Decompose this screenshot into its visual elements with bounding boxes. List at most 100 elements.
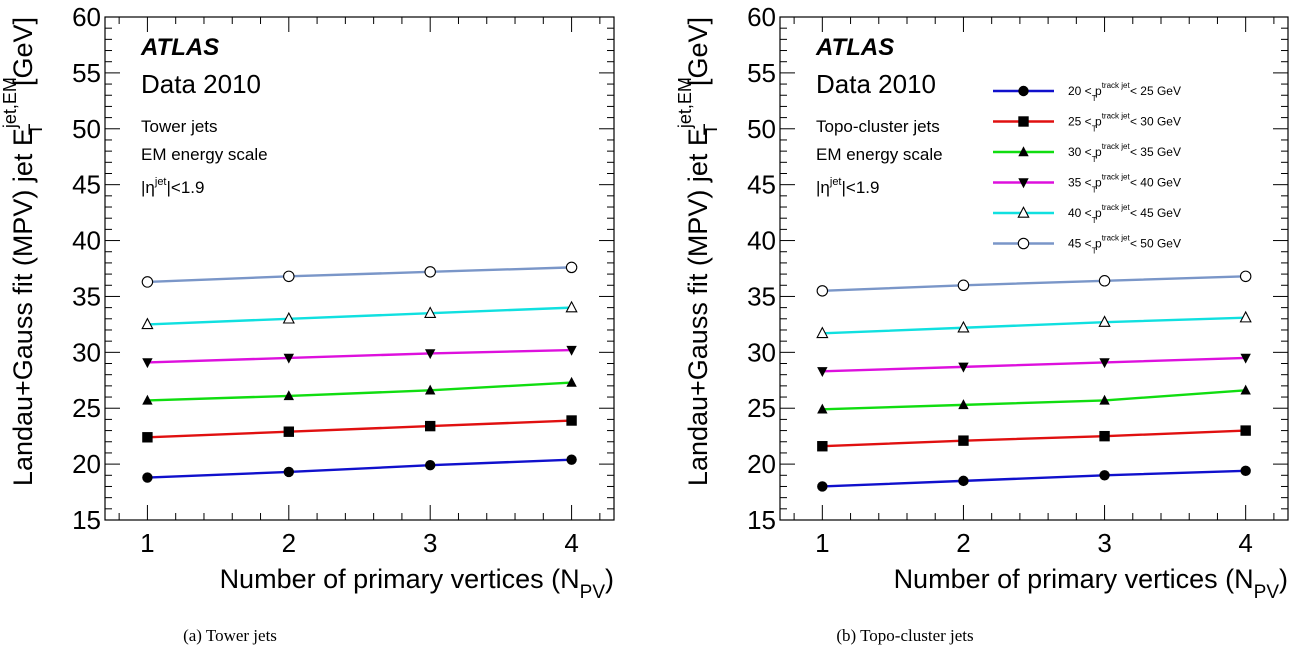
data-point — [817, 367, 828, 378]
y-tick-label: 60 — [747, 2, 776, 32]
series-1 — [142, 454, 577, 483]
series-3 — [817, 384, 1251, 414]
series-5 — [816, 310, 1252, 339]
y-axis: 15 20 25 30 35 40 45 50 55 60 — [747, 2, 1288, 535]
y-tick-label: 55 — [747, 58, 776, 88]
x-tick-label: 1 — [815, 528, 829, 558]
fit-line — [147, 458, 572, 479]
data-point — [817, 481, 828, 492]
data-point — [283, 353, 295, 364]
y-axis-label: Landau+Gauss fit (MPV) jet Ejet,EMT [GeV… — [0, 17, 47, 486]
plot-frame — [779, 16, 1289, 521]
data-point — [957, 279, 970, 292]
series-2 — [817, 425, 1251, 452]
legend-marker — [1018, 178, 1029, 189]
data-point — [1239, 310, 1252, 323]
data-point — [817, 403, 828, 414]
series-6 — [816, 270, 1252, 297]
legend-marker — [1017, 206, 1030, 218]
fit-line — [147, 381, 572, 402]
y-tick-label: 60 — [72, 2, 101, 32]
fit-line — [147, 419, 572, 439]
data-point — [1099, 470, 1110, 481]
x-tick-label: 2 — [956, 528, 970, 558]
data-point — [142, 394, 153, 405]
y-axis: 15 20 25 30 35 40 45 50 55 60 — [72, 2, 614, 535]
y-tick-label: 45 — [72, 170, 101, 200]
legend-label: 40 < ptrack jet T < 45 GeV — [1068, 203, 1181, 225]
y-tick-label: 40 — [747, 226, 776, 256]
legend: 20 < ptrack jet T < 25 GeV 25 < ptrack jet… — [993, 81, 1181, 256]
y-tick-label: 35 — [747, 281, 776, 311]
data-point — [142, 432, 153, 443]
data-point — [958, 399, 969, 410]
x-tick-label: 2 — [282, 528, 296, 558]
fit-line — [822, 356, 1246, 373]
fit-line — [822, 429, 1246, 448]
data-point — [283, 426, 295, 437]
fit-line — [147, 306, 572, 326]
data-point — [283, 466, 295, 478]
data-label: Data 2010 — [816, 69, 936, 99]
atlas-label: ATLAS — [815, 34, 894, 61]
info-line: Tower jets — [141, 117, 218, 136]
data-point — [566, 376, 577, 387]
data-point — [424, 266, 436, 278]
fit-line — [147, 348, 572, 364]
fit-line — [822, 469, 1246, 488]
fit-line — [147, 266, 572, 284]
plot-frame — [104, 16, 615, 521]
data-point — [1240, 384, 1251, 395]
legend-label: 20 < ptrack jet T < 25 GeV — [1068, 81, 1181, 103]
legend-marker — [1018, 146, 1029, 157]
data-point — [566, 454, 577, 465]
series-5 — [141, 300, 578, 330]
data-point — [1099, 430, 1110, 442]
y-tick-label: 35 — [72, 281, 101, 311]
data-point — [142, 472, 153, 483]
chart-panel-b: 15 20 25 30 35 40 45 50 55 60 1 2 3 4 Number of primar… — [675, 2, 1289, 603]
series-4 — [817, 353, 1251, 378]
data-point — [1098, 315, 1111, 327]
data-point — [1240, 425, 1251, 436]
data-point — [141, 317, 154, 330]
data-point — [957, 320, 970, 333]
legend-label: 35 < ptrack jet T < 40 GeV — [1068, 173, 1181, 195]
data-point — [1240, 465, 1251, 477]
legend-entry-3: 30 < ptrack jet T < 35 GeV — [993, 142, 1181, 164]
legend-marker — [1018, 116, 1029, 127]
info-line: EM energy scale — [141, 145, 268, 164]
y-tick-label: 30 — [747, 337, 776, 367]
legend-label: 30 < ptrack jet T < 35 GeV — [1068, 142, 1181, 164]
legend-marker — [1018, 85, 1029, 97]
data-point — [566, 415, 577, 426]
y-tick-label: 15 — [72, 505, 101, 535]
data-point — [1240, 353, 1251, 364]
data-point — [1099, 358, 1110, 369]
data-point — [424, 349, 436, 360]
x-axis-label: Number of primary vertices (NPV) — [220, 564, 614, 603]
y-tick-label: 20 — [747, 449, 776, 479]
x-tick-label: 4 — [1238, 528, 1252, 558]
legend-entry-6: 45 < ptrack jet T < 50 GeV — [993, 234, 1181, 256]
data-point — [283, 390, 295, 401]
data-point — [141, 276, 154, 288]
series-2 — [142, 415, 577, 443]
data-point — [958, 475, 969, 487]
y-tick-label: 15 — [747, 505, 776, 535]
data-point — [424, 460, 436, 471]
y-axis-label: Landau+Gauss fit (MPV) jet Ejet,EMT [GeV… — [675, 17, 722, 486]
data-point — [565, 261, 578, 274]
data-point — [424, 384, 436, 395]
y-tick-label: 40 — [72, 226, 101, 256]
series-3 — [142, 376, 577, 405]
fit-line — [822, 389, 1246, 411]
data-label: Data 2010 — [141, 69, 261, 99]
y-tick-label: 25 — [747, 393, 776, 423]
fit-line — [822, 275, 1246, 293]
data-point — [816, 285, 829, 297]
x-axis: 1 2 3 4 — [118, 17, 601, 558]
legend-entry-2: 25 < ptrack jet T < 30 GeV — [993, 112, 1181, 134]
y-tick-label: 25 — [72, 393, 101, 423]
